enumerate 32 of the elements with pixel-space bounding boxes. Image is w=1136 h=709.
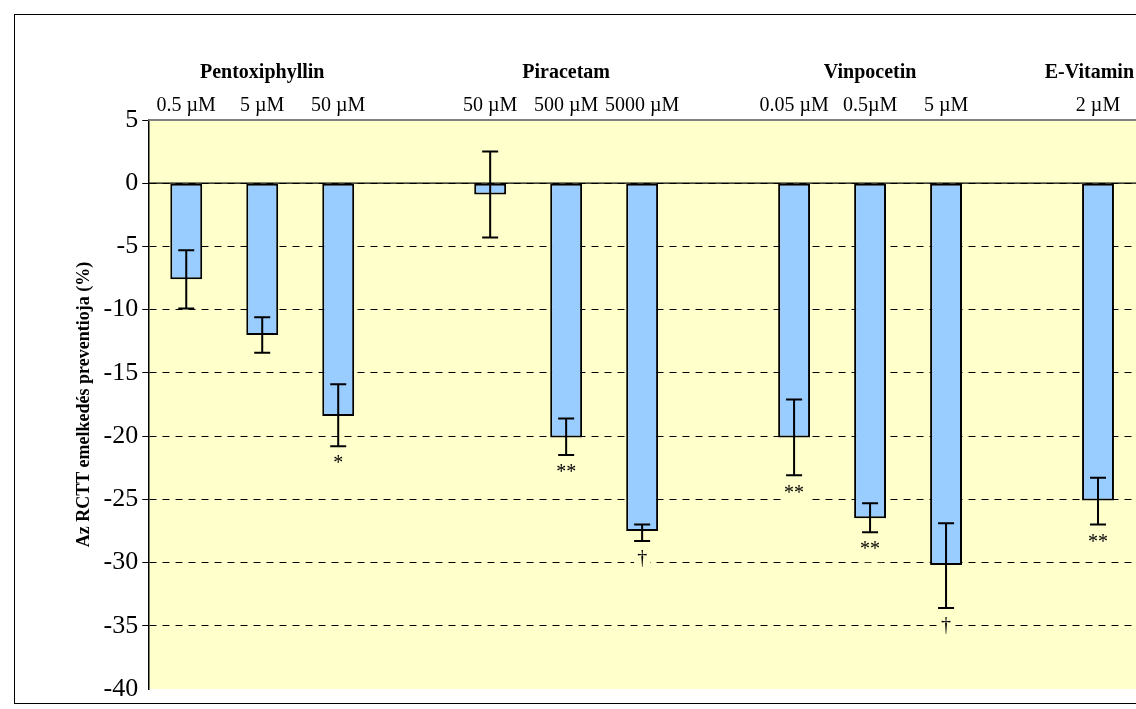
- y-tick-label: -15: [103, 356, 139, 386]
- x-tick-label: 0.5µM: [842, 93, 898, 117]
- text: Vinpocetin: [823, 60, 917, 83]
- data-label: †: [941, 613, 952, 636]
- y-tick-label: -10: [103, 293, 139, 323]
- y-tick-label: -5: [116, 230, 139, 260]
- y-tick-label: 0: [125, 167, 139, 197]
- y-tick-label: 5: [125, 103, 139, 133]
- x-tick-label: 5 µM: [923, 93, 969, 117]
- data-label: **: [784, 480, 805, 503]
- x-tick-label: 50 µM: [311, 93, 366, 117]
- data-label: **: [860, 537, 881, 560]
- x-tick-label: 2 µM: [1075, 93, 1121, 117]
- data-label: †: [637, 546, 648, 569]
- x-tick-label: 50 µM: [463, 93, 518, 117]
- x-tick-label: 5000 µM: [604, 93, 680, 117]
- text: Pentoxiphyllin: [199, 60, 325, 83]
- y-tick-label: -35: [103, 609, 139, 639]
- x-tick-label: 0.5 µM: [156, 93, 217, 117]
- x-tick-label: 5 µM: [240, 93, 285, 117]
- data-label: **: [1088, 529, 1109, 552]
- y-tick-label: -20: [103, 419, 139, 449]
- x-tick-label: 0.05 µM: [759, 93, 829, 117]
- y-tick-label: -25: [103, 483, 139, 513]
- x-tick-label: 500 µM: [533, 93, 599, 117]
- y-axis-title: Az RCTT emelkedés preventioja (%): [73, 261, 95, 548]
- data-label: **: [556, 460, 577, 483]
- data-label: *: [333, 451, 344, 474]
- text: Piracetam: [522, 60, 611, 82]
- y-tick-label: -30: [103, 546, 139, 576]
- text: E-Vitamin: [1044, 60, 1134, 82]
- y-tick-label: -40: [103, 672, 139, 702]
